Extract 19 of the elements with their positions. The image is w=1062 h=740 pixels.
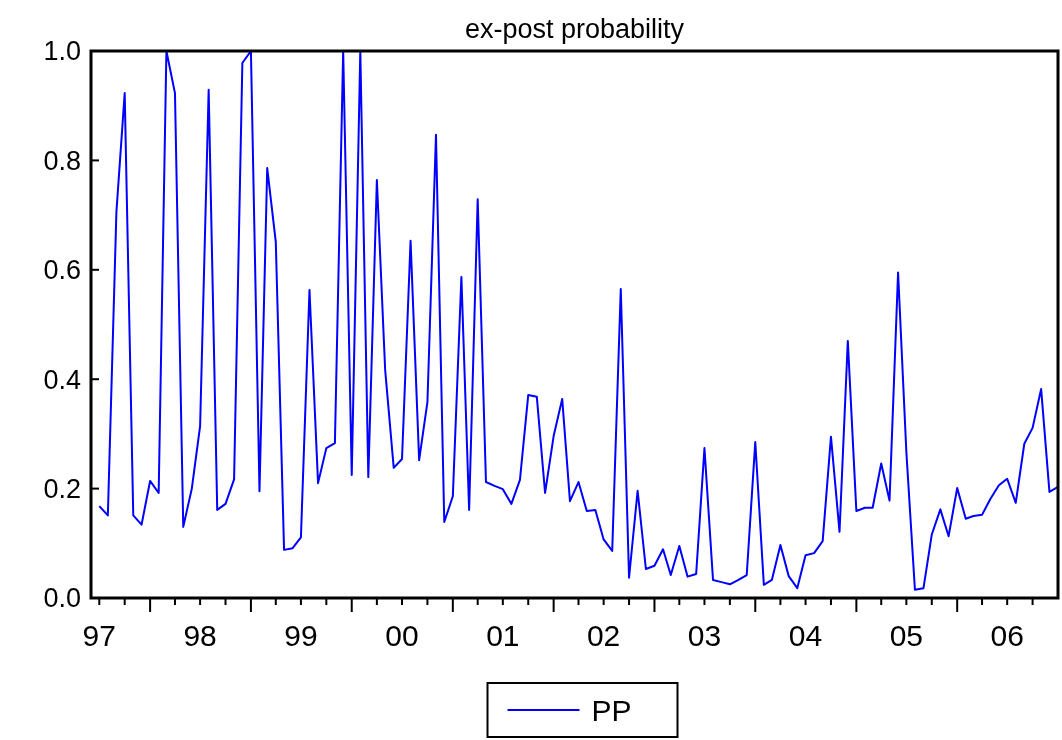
x-tick-label: 01 — [486, 619, 520, 652]
chart-title: ex-post probability — [464, 14, 685, 44]
y-tick-label: 0.0 — [43, 583, 81, 614]
y-tick-label: 0.4 — [43, 364, 81, 395]
x-tick-label: 06 — [990, 619, 1024, 652]
y-tick-label: 0.2 — [43, 474, 81, 505]
x-tick-label: 00 — [385, 619, 419, 652]
x-tick-label: 99 — [284, 619, 318, 652]
y-tick-label: 0.8 — [43, 145, 81, 176]
line-series — [98, 50, 1058, 591]
x-tick-label: 98 — [183, 619, 217, 652]
x-tick-label: 02 — [586, 619, 621, 652]
x-tick-label: 04 — [788, 619, 823, 652]
x-tick-label: 03 — [687, 619, 722, 652]
y-tick-label: 0.6 — [43, 255, 81, 286]
y-tick-label: 1.0 — [43, 36, 81, 67]
legend-label: PP — [591, 693, 632, 727]
x-tick-label: 05 — [889, 619, 924, 652]
x-tick-label: 97 — [82, 619, 116, 652]
